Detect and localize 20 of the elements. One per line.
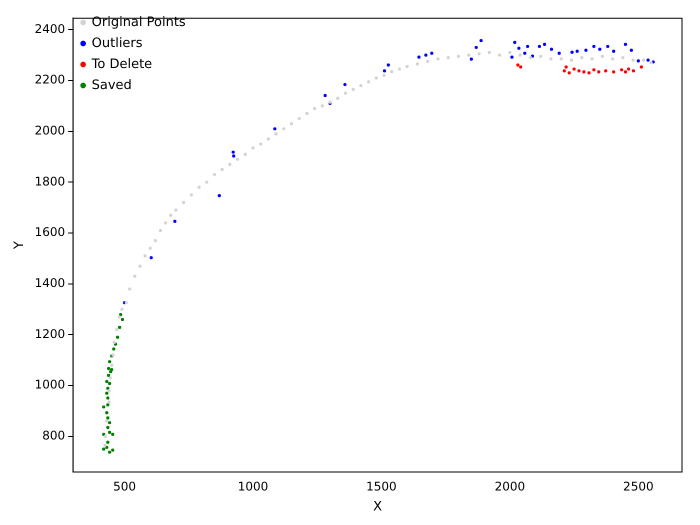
legend-label: Outliers [92,36,143,51]
y-tick-label: 1000 [34,378,66,392]
y-tick-label: 1600 [34,225,66,240]
x-tick-label: 2500 [623,479,654,494]
y-axis-title: Y [12,241,28,250]
y-tick-label: 2000 [34,123,66,138]
x-tick-label: 1500 [366,479,397,494]
y-tick-label: 800 [42,428,66,443]
legend-label: Saved [92,78,132,93]
y-tick-label: 1200 [34,326,66,341]
legend-label: To Delete [90,56,152,72]
y-tick-label: 1400 [34,276,66,290]
x-tick-label: 500 [113,479,136,494]
y-tick-label: 2200 [34,72,66,87]
y-tick-label: 1800 [34,174,66,188]
x-axis-title: X [373,500,382,515]
x-tick-label: 2000 [494,479,526,494]
legend-label: Original Points [92,14,186,30]
y-tick-label: 2400 [34,22,66,36]
x-tick-label: 1000 [238,479,268,494]
